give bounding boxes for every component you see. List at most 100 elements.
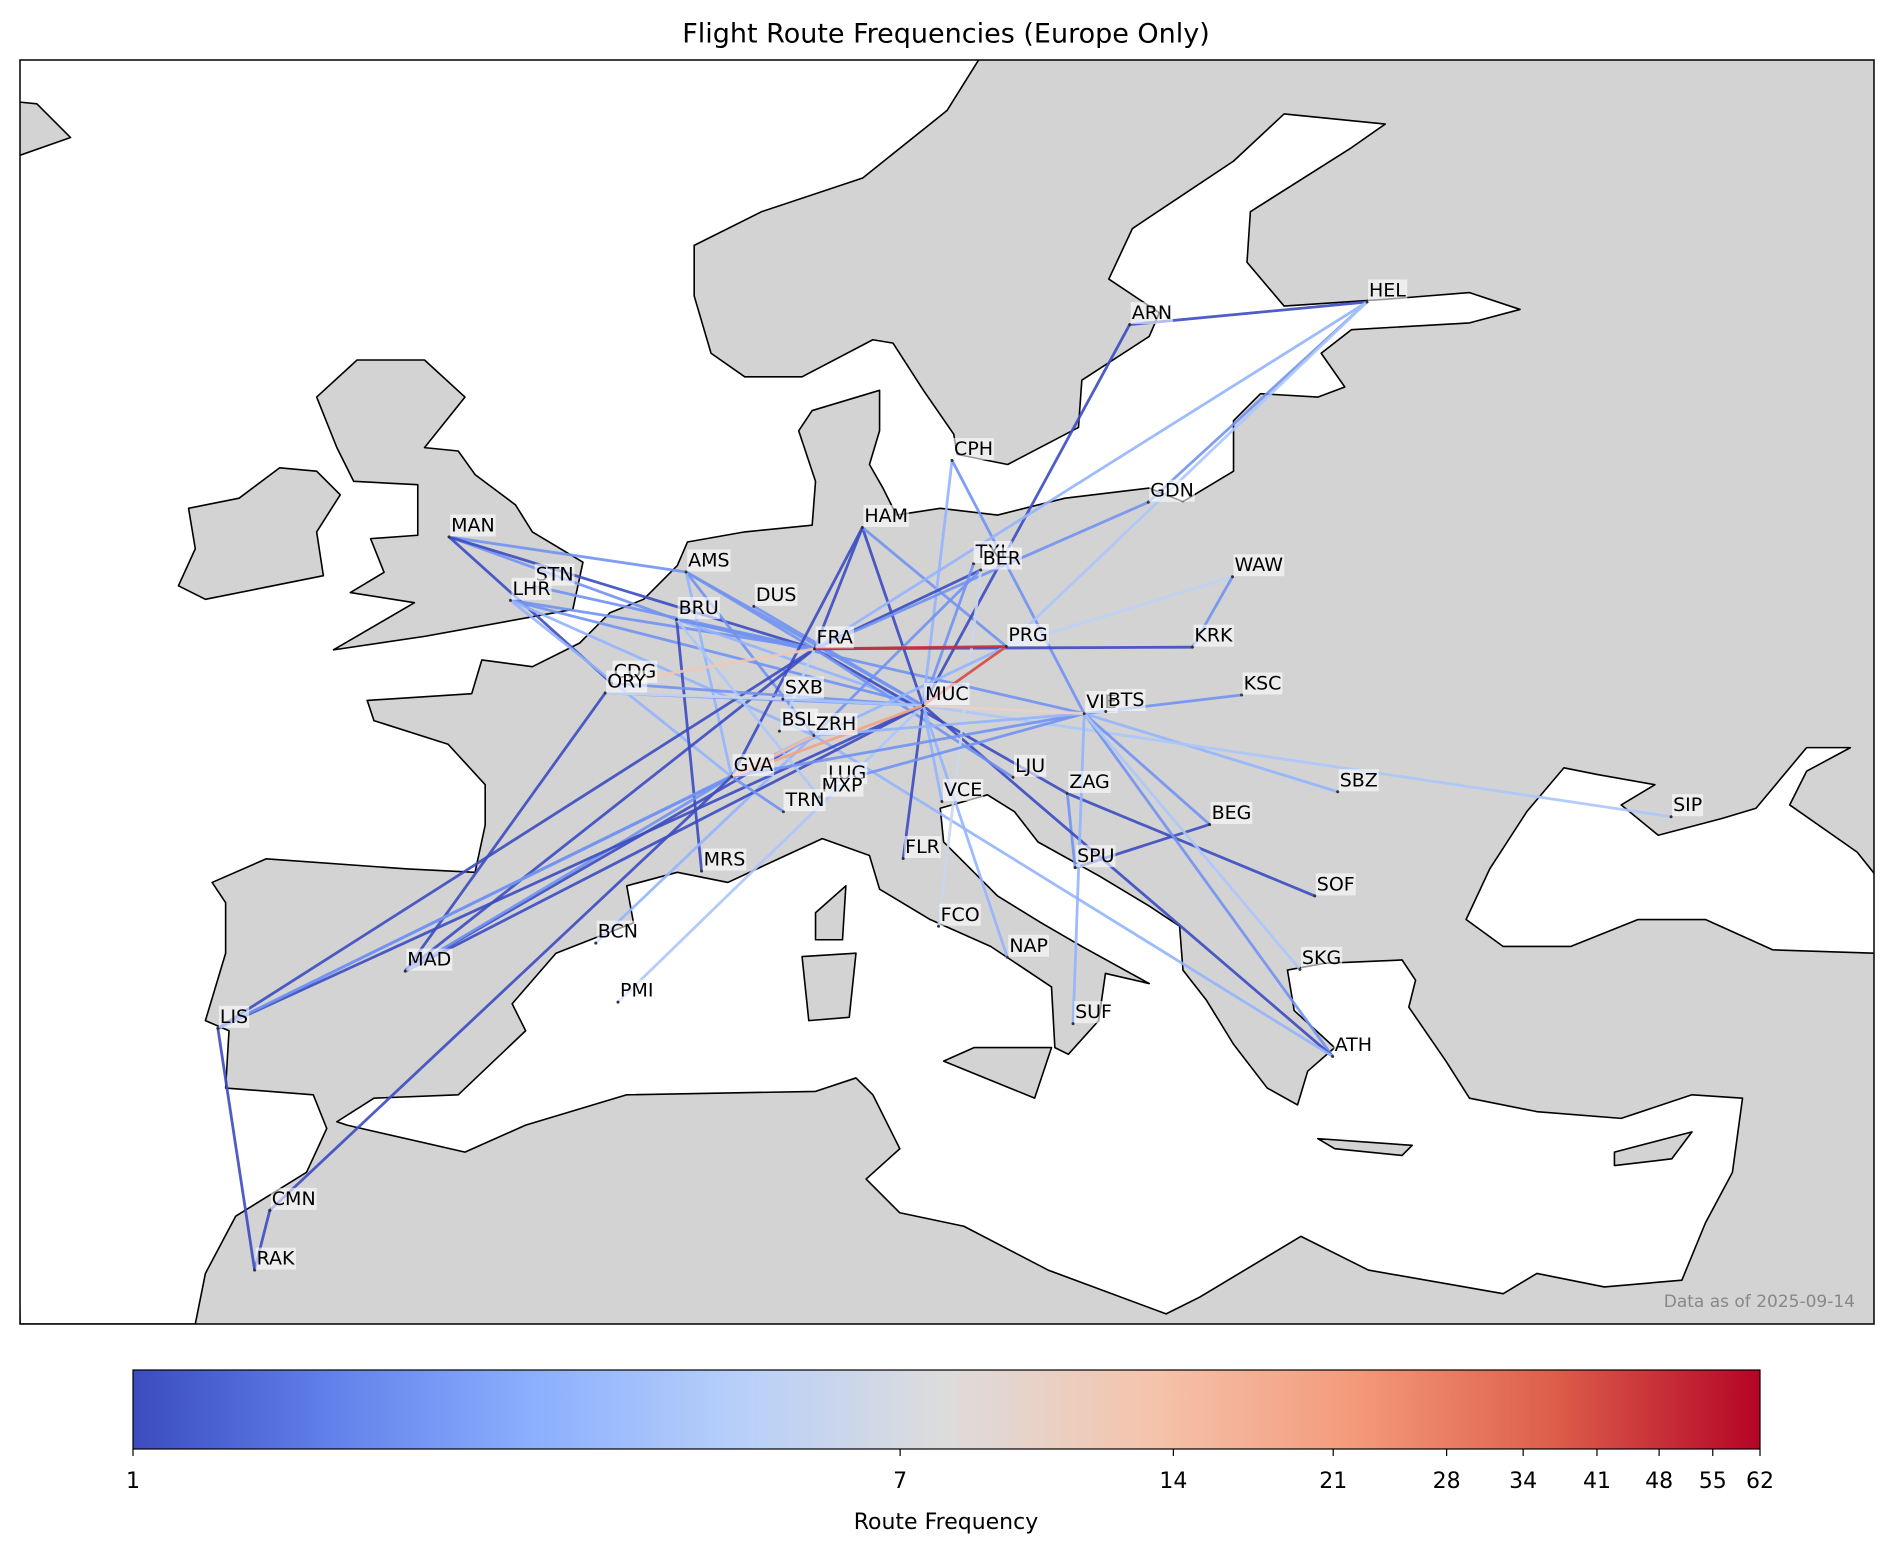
route [1071, 712, 1086, 1026]
airport [921, 703, 925, 707]
label-background [863, 505, 910, 528]
airport-label: WAW [1235, 554, 1284, 576]
airport-label: VCE [944, 779, 982, 801]
airport [1104, 710, 1108, 714]
airport [1298, 967, 1302, 971]
airport [979, 568, 983, 572]
island [814, 885, 847, 941]
airport [253, 1268, 257, 1272]
airport-label: LIS [220, 1006, 248, 1028]
island [801, 952, 857, 1022]
island [177, 467, 342, 601]
label-background [783, 789, 826, 812]
airport-label: MAN [451, 514, 495, 536]
route [921, 459, 954, 707]
label-background [450, 514, 496, 537]
label-background [255, 1247, 297, 1270]
route [813, 300, 1369, 651]
airport [268, 1208, 272, 1212]
label-background [1338, 769, 1379, 792]
island [942, 1046, 1053, 1099]
label-background [924, 682, 970, 705]
airport [901, 857, 905, 861]
airport-label: FRA [817, 626, 853, 648]
label-background [1368, 279, 1408, 302]
route [1082, 712, 1302, 971]
route [812, 712, 1086, 737]
airport [403, 969, 407, 973]
route [921, 704, 944, 803]
route [1082, 712, 1211, 826]
airport [1004, 644, 1008, 648]
airport [700, 869, 704, 873]
label-background [511, 577, 552, 600]
label-background [783, 676, 824, 699]
route [594, 734, 816, 945]
label-background [754, 583, 798, 606]
airport-label: ARN [1132, 302, 1172, 324]
airport-label: CPH [954, 438, 993, 460]
route [675, 618, 1086, 715]
airport [1313, 894, 1317, 898]
airport-label: ORY [607, 671, 646, 693]
route [216, 1026, 257, 1272]
airport-label: BRU [679, 597, 719, 619]
route [812, 568, 983, 737]
colorbar-tick-label: 55 [1699, 1469, 1727, 1494]
label-background [732, 754, 775, 777]
airport [684, 570, 688, 574]
route [781, 697, 925, 707]
label-background [1333, 1033, 1374, 1056]
airport-label: GDN [1150, 480, 1194, 502]
label-background [981, 547, 1022, 570]
route [403, 691, 607, 973]
route [812, 734, 1335, 1058]
label-background [406, 948, 453, 971]
route [824, 712, 1086, 787]
label-background [1130, 302, 1174, 325]
label-background [702, 848, 747, 871]
label-background [1014, 754, 1047, 777]
label-background [942, 779, 984, 802]
airport [813, 647, 817, 651]
colorbar-tick-label: 48 [1645, 1469, 1673, 1494]
colorbar-tick-label: 14 [1159, 1469, 1187, 1494]
label-background [1315, 873, 1356, 896]
route [403, 647, 816, 973]
airport-label: CMN [272, 1188, 316, 1210]
route [730, 712, 1086, 779]
airport-label: TRN [785, 789, 825, 811]
route [860, 526, 1008, 648]
label-background [218, 1005, 250, 1028]
airport-label: BCN [598, 921, 638, 943]
route [216, 734, 816, 1030]
airport-label: AMS [688, 550, 729, 572]
airport-label: KSC [1244, 673, 1282, 695]
route [403, 775, 733, 973]
airport [940, 800, 944, 804]
route [447, 535, 816, 651]
airport [937, 924, 941, 928]
airport-label: KRK [1194, 625, 1233, 647]
label-background [815, 626, 854, 649]
route [901, 704, 925, 860]
airport [752, 604, 756, 608]
airport-label: ZRH [816, 713, 857, 735]
airport [860, 526, 864, 530]
airport-label: BEG [1212, 802, 1252, 824]
route [1082, 712, 1340, 794]
airport-label: LJU [1015, 755, 1045, 777]
route [1082, 712, 1335, 1058]
colorbar-tick-label: 34 [1509, 1469, 1537, 1494]
airport-label: PMI [620, 980, 653, 1002]
airport [1005, 955, 1009, 959]
airport [594, 941, 598, 945]
airport-label: PRG [1008, 624, 1047, 646]
colorbar-ticks: 1 7 14 21 28 34 41 48 55 62 [126, 1449, 1774, 1494]
route [730, 775, 785, 814]
airport-label: HAM [864, 505, 908, 527]
airport-label: SPU [1077, 845, 1114, 867]
airport [950, 458, 954, 462]
airport [777, 729, 781, 733]
